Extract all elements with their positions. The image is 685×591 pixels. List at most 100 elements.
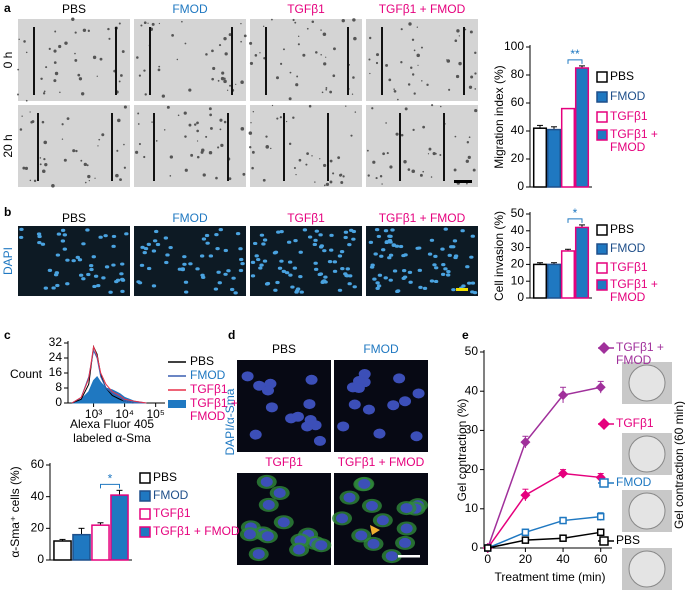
legend-label: PBS [610,223,634,236]
speck [400,28,403,31]
nucleus [422,286,428,290]
speck [92,55,97,60]
legend-label: FMOD [190,369,226,382]
speck [228,33,232,37]
nucleus [103,234,108,238]
y-tick-label: 0 [471,540,478,554]
micrograph-bg [134,105,246,187]
column-header: TGFβ1 + FMOD [379,211,466,225]
speck [432,152,436,156]
nucleus [56,232,62,236]
speck [325,88,328,91]
legend-swatch [596,91,608,103]
legend-label: FMOD [610,90,646,103]
nucleus [446,270,451,274]
speck [229,84,232,87]
speck [243,34,247,38]
speck [158,22,161,25]
speck [302,53,306,57]
y-tick-label: 0 [517,290,524,304]
nucleus [390,228,395,232]
row-label: 0 h [1,52,15,69]
nucleus [235,232,241,236]
nucleus [124,232,129,236]
speck [400,61,403,64]
nucleus [37,240,42,245]
speck [220,76,225,81]
speck [466,141,470,144]
nucleus [441,263,446,267]
nucleus [108,290,113,294]
speck [458,35,461,37]
nucleus [432,263,437,267]
column-header: PBS [62,2,86,16]
speck [196,129,199,133]
nucleus [78,273,84,277]
nucleus [119,272,124,276]
nucleus [81,277,86,281]
nucleus [252,241,258,246]
side-label: Gel contraction (60 min) [672,401,685,529]
speck [350,134,353,137]
speck [135,150,139,154]
speck [220,143,224,148]
speck [466,182,468,185]
speck [80,92,85,96]
y-tick-label: 20 [31,521,45,535]
speck [240,22,242,25]
speck [455,74,460,79]
legend-marker [598,418,610,430]
legend-marker [599,478,609,488]
nucleus [337,288,343,292]
nucleus [85,228,90,232]
speck [458,61,462,66]
marker [596,528,605,537]
nucleus [358,478,371,489]
speck [223,36,227,41]
y-tick-label: 80 [511,67,525,81]
bar [532,263,548,299]
y-tick-label: 40 [465,383,479,397]
nucleus [290,285,295,289]
legend-label: PBS [616,534,640,547]
nucleus [120,277,125,281]
speck [329,90,333,94]
nucleus [151,284,157,288]
nucleus [384,240,389,245]
nucleus [252,549,265,560]
nucleus [401,276,406,280]
x-axis-label: Treatment time (min) [495,570,606,584]
speck [29,179,32,182]
speck [351,93,354,95]
nucleus [399,396,412,407]
nucleus [440,272,446,276]
nucleus [372,277,377,281]
speck [53,79,57,83]
nucleus [249,429,262,440]
speck [474,72,477,75]
nucleus [277,266,283,270]
nucleus [401,253,406,258]
nucleus [213,287,219,291]
speck [43,90,46,93]
speck [468,136,471,139]
speck [375,61,379,65]
nucleus [379,254,384,258]
speck [143,21,147,25]
speck [184,168,188,172]
speck [332,74,336,78]
nucleus [286,240,292,244]
nucleus [101,276,106,280]
nucleus [60,239,66,243]
nucleus [429,238,435,242]
speck [381,183,383,185]
nucleus [275,280,280,285]
nucleus [433,266,439,270]
speck [332,172,335,175]
speck [44,163,48,167]
speck [74,31,77,34]
nucleus [292,266,298,270]
speck [403,160,407,164]
speck [40,77,43,81]
